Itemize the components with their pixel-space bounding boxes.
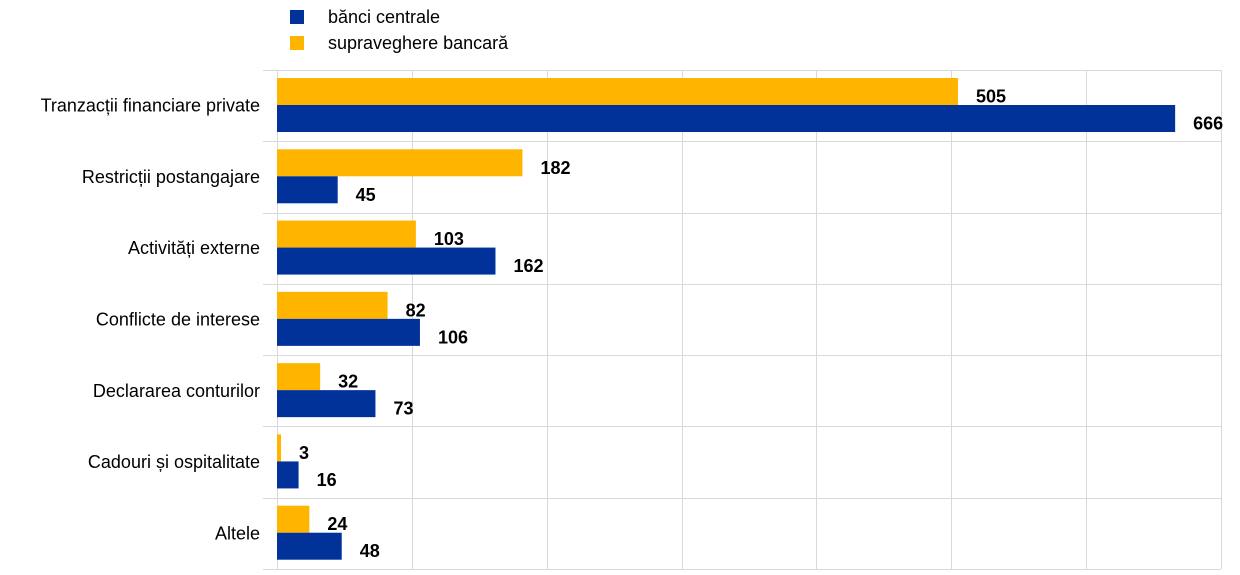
data-label: 48 [360, 541, 380, 561]
category-label: Cadouri și ospitalitate [88, 452, 260, 472]
data-label: 106 [438, 327, 468, 347]
data-label: 73 [393, 399, 413, 419]
category-label: Activități externe [128, 238, 260, 258]
bar-supraveghere-bancara [277, 363, 321, 391]
bar-supraveghere-bancara [277, 505, 310, 533]
category-label: Declararea conturilor [93, 381, 260, 401]
data-label: 666 [1193, 114, 1223, 134]
bar-banci-centrale [277, 461, 299, 489]
data-label: 3 [299, 443, 309, 463]
category-label: Restricții postangajare [82, 167, 260, 187]
data-label: 103 [434, 229, 464, 249]
data-label: 24 [327, 514, 347, 534]
legend-label: bănci centrale [328, 6, 441, 27]
data-label: 505 [976, 87, 1006, 107]
bar-supraveghere-bancara [277, 291, 388, 319]
data-label: 32 [338, 372, 358, 392]
bar-banci-centrale [277, 176, 338, 204]
legend-swatch [290, 36, 304, 50]
bar-banci-centrale [277, 318, 420, 346]
data-label: 82 [406, 300, 426, 320]
bar-banci-centrale [277, 532, 342, 560]
bar-supraveghere-bancara [277, 434, 282, 462]
data-label: 45 [356, 185, 376, 205]
bar-banci-centrale [277, 105, 1176, 132]
legend-item: supraveghere bancară [290, 30, 508, 56]
bar-supraveghere-bancara [277, 220, 416, 248]
legend-item: bănci centrale [290, 4, 508, 30]
category-label: Altele [215, 523, 260, 543]
data-label: 162 [513, 256, 543, 276]
bar-supraveghere-bancara [277, 78, 959, 105]
legend-swatch [290, 10, 304, 24]
data-label: 182 [540, 158, 570, 178]
bar-banci-centrale [277, 247, 496, 275]
legend-label: supraveghere bancară [328, 32, 509, 53]
bar-supraveghere-bancara [277, 149, 523, 177]
category-label: Tranzacții financiare private [41, 96, 260, 116]
legend: bănci centrale supraveghere bancară [290, 4, 508, 56]
data-label: 16 [317, 470, 337, 490]
category-label: Conflicte de interese [96, 310, 260, 330]
bar-banci-centrale [277, 390, 376, 418]
